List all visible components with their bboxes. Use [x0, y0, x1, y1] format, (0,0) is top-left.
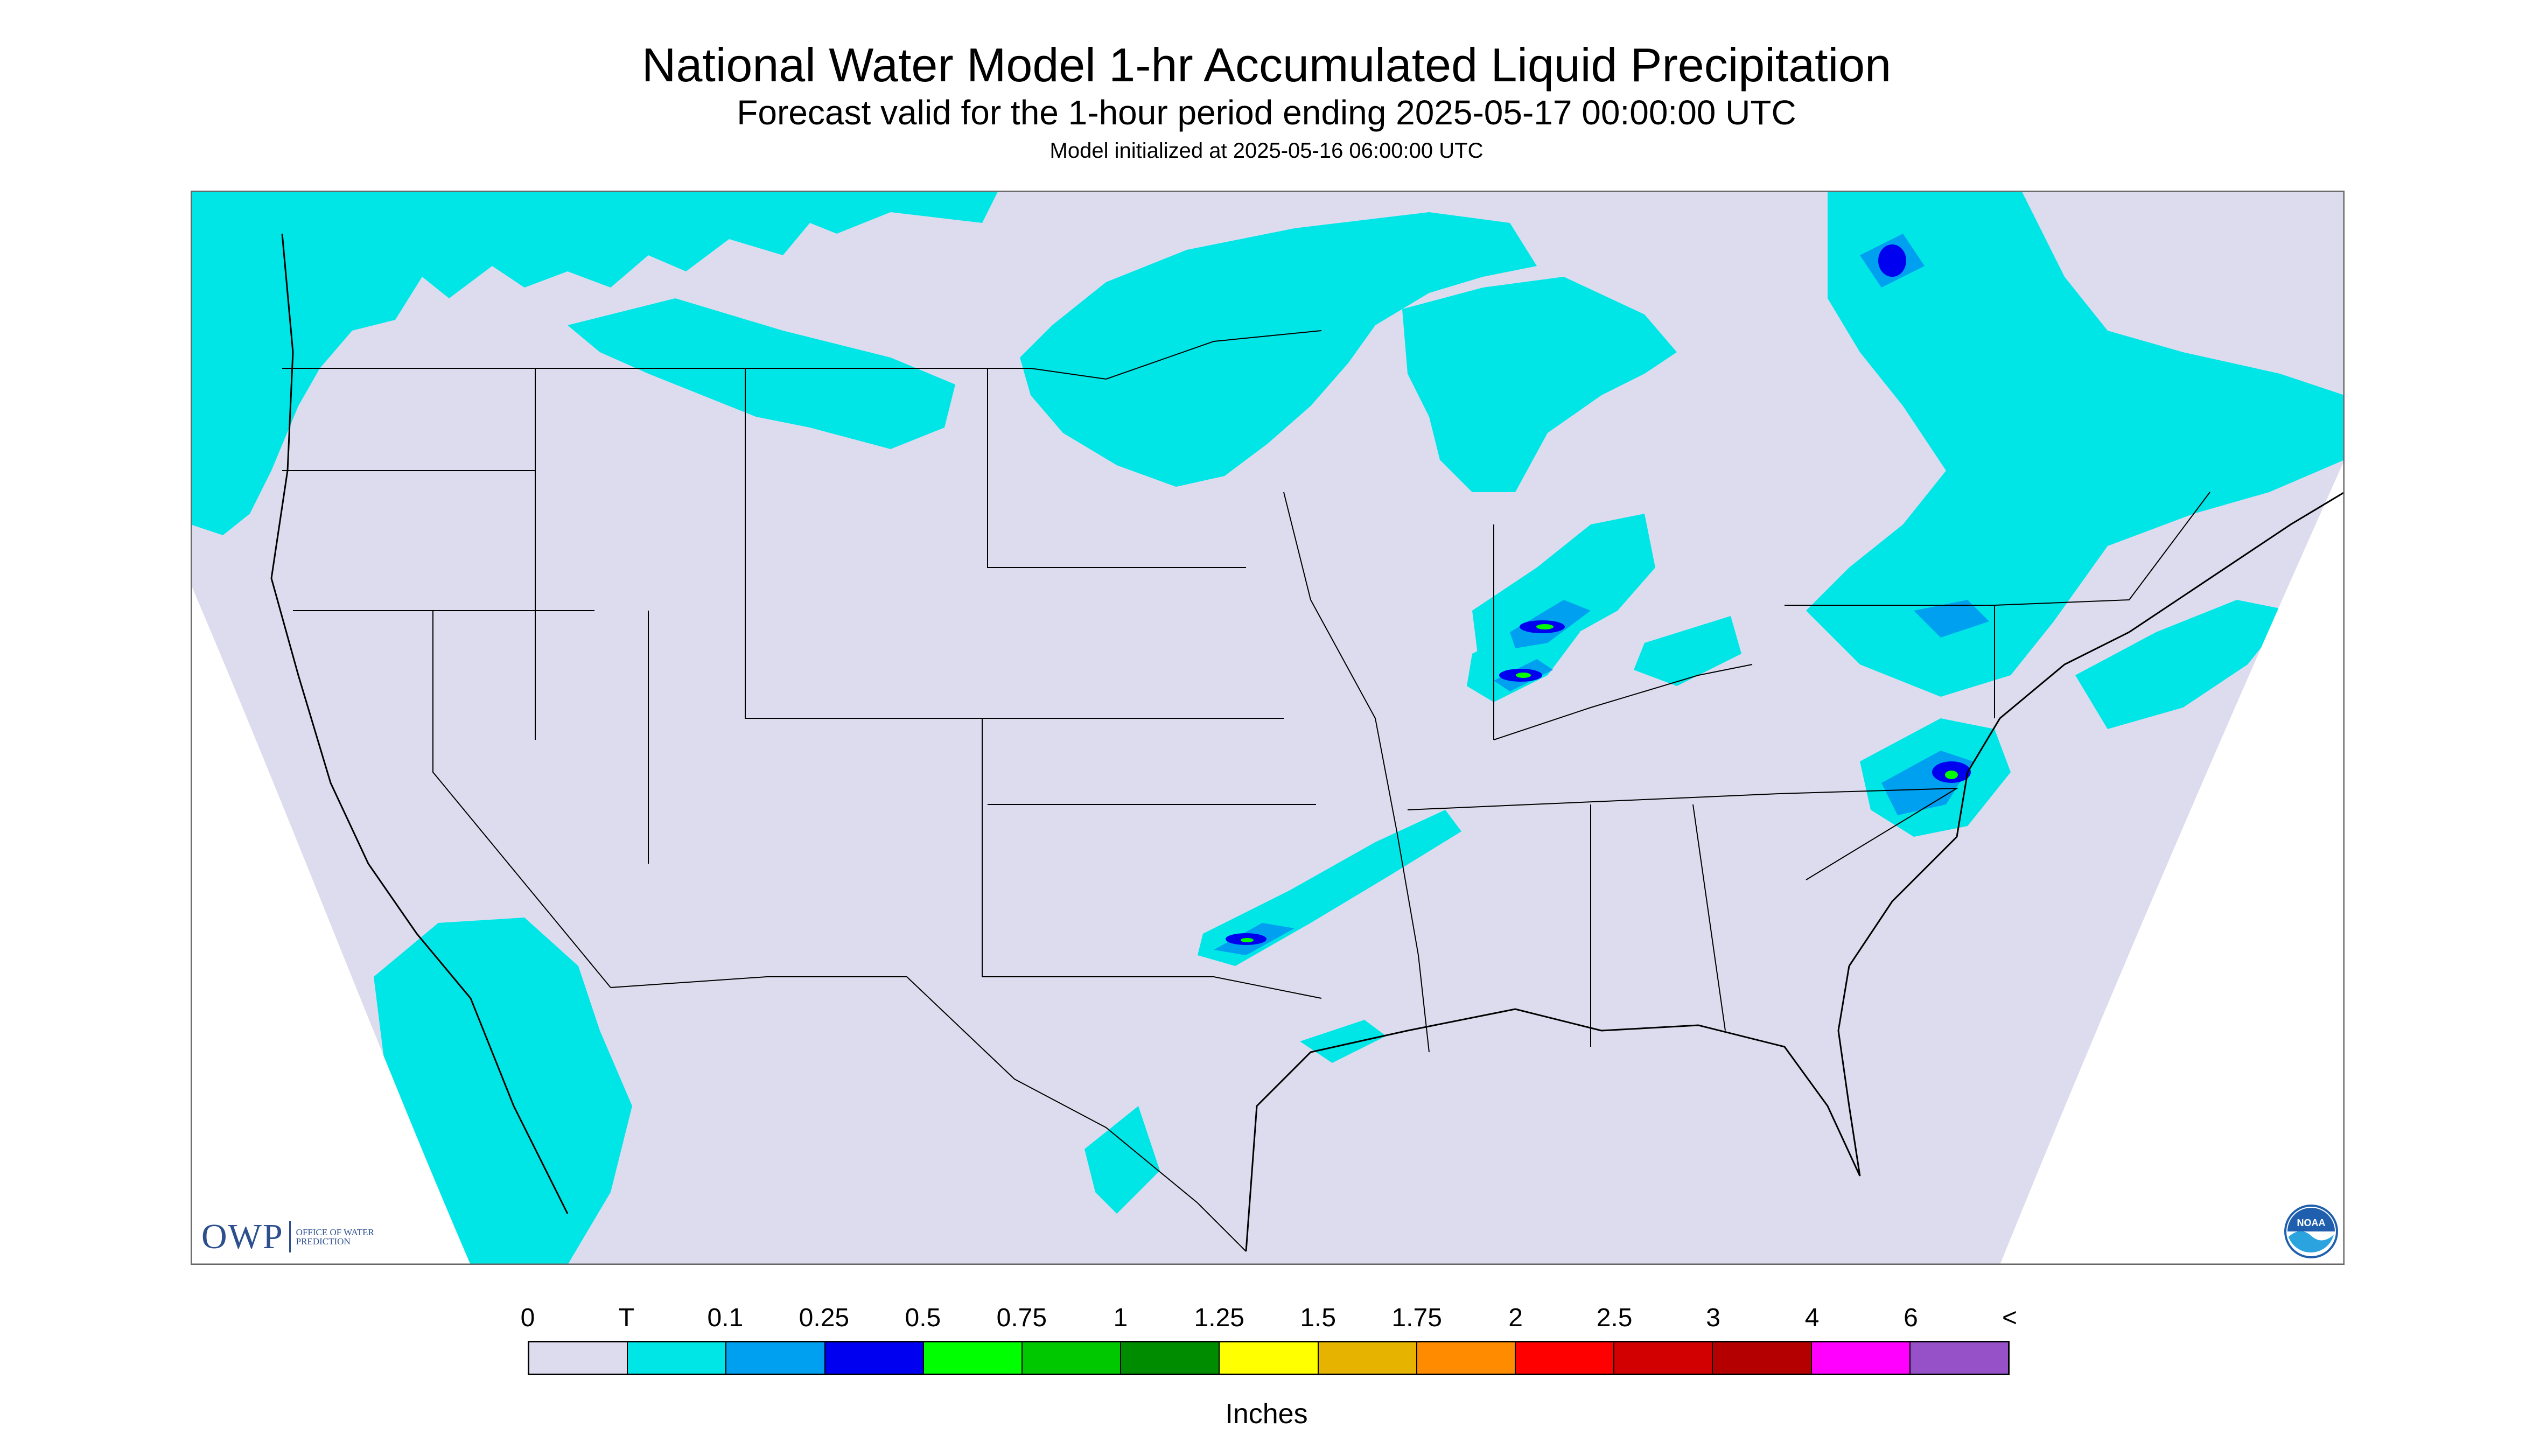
- precip-core-quebec: [1878, 244, 1906, 277]
- legend-tick-3: 0.25: [799, 1304, 850, 1332]
- border-carolinas: [1779, 787, 1959, 880]
- noaa-logo-icon: NOAA: [2284, 1205, 2338, 1258]
- precipitation-map: [191, 191, 2345, 1265]
- border-us-mexico: [610, 976, 1247, 1252]
- precip-area-baja: [374, 918, 632, 1265]
- precip-area-atlantic: [2075, 600, 2291, 729]
- precip-max-indiana: [1536, 624, 1554, 629]
- border-canada-us: [282, 330, 1322, 380]
- legend-tick-15: <: [2002, 1304, 2018, 1332]
- precip-area-gulf-coast: [1300, 1020, 1386, 1063]
- precip-cell-new-york: [1914, 600, 1989, 638]
- coastlines: [270, 233, 2345, 1252]
- state-boundaries: [282, 330, 2210, 1252]
- legend-color-cell-12: [1713, 1342, 1812, 1374]
- precip-trace-layer: [191, 191, 2345, 1265]
- legend-tick-13: 4: [1804, 1304, 1820, 1332]
- coastline-gulf: [1245, 965, 1861, 1252]
- legend-tick-7: 1.25: [1194, 1304, 1244, 1332]
- legend-color-cell-4: [923, 1342, 1023, 1374]
- legend-color-cell-7: [1220, 1342, 1319, 1374]
- legend-color-cell-0: [529, 1342, 628, 1374]
- outside-domain-left: [191, 584, 471, 1265]
- precip-0-5-layer: [1241, 624, 1958, 942]
- border-mississippi-river: [1283, 492, 1430, 1053]
- owp-logo-letters: OWP: [201, 1217, 284, 1256]
- precip-area-kentucky-tennessee: [1467, 621, 1580, 702]
- legend-tick-12: 3: [1706, 1304, 1720, 1332]
- legend-color-cell-1: [628, 1342, 727, 1374]
- legend-color-cell-3: [825, 1342, 924, 1374]
- legend-color-cell-13: [1811, 1342, 1911, 1374]
- border-ohio-river: [1493, 664, 1753, 740]
- legend-tick-4: 0.5: [905, 1304, 941, 1332]
- owp-logo-divider: [289, 1221, 291, 1252]
- legend-tick-5: 0.75: [996, 1304, 1047, 1332]
- border-deep-south: [1590, 804, 1726, 1047]
- legend-tick-6: 1: [1113, 1304, 1128, 1332]
- precip-area-great-lakes: [1402, 277, 1677, 492]
- precip-max-arkansas: [1241, 938, 1254, 942]
- precip-0-25-layer: [1226, 244, 1971, 945]
- precip-area-ohio-valley: [1472, 514, 1655, 664]
- border-new-england: [1994, 492, 2210, 606]
- map-frame: [191, 191, 2345, 1265]
- legend-tick-2: 0.1: [707, 1304, 744, 1332]
- precip-area-idaho-montana: [568, 298, 955, 449]
- owp-logo: OWP Office of Water Prediction: [201, 1216, 377, 1257]
- legend-color-bar: [528, 1341, 2010, 1375]
- legend-color-cell-2: [726, 1342, 825, 1374]
- border-dakotas: [987, 368, 1246, 568]
- precip-area-mexico: [1084, 1106, 1160, 1214]
- legend-tick-9: 1.75: [1391, 1304, 1442, 1332]
- precip-area-pacific-northwest: [191, 191, 998, 535]
- border-texas-north: [982, 976, 1322, 999]
- coastline-atlantic: [1848, 491, 2345, 967]
- legend-tick-0: 0: [520, 1304, 535, 1332]
- precip-area-northeast: [1806, 191, 2345, 697]
- precip-max-delmarva: [1945, 771, 1958, 779]
- border-tennessee: [1407, 793, 1780, 810]
- legend-tick-labels: 0 T 0.1 0.25 0.5 0.75 1 1.25 1.5 1.75 2 2.5 3 4 6 <: [521, 1303, 2017, 1341]
- color-legend: 0 T 0.1 0.25 0.5 0.75 1 1.25 1.5 1.75 2 2.5 3 4 6 <: [521, 1303, 2017, 1375]
- legend-color-cell-5: [1023, 1342, 1122, 1374]
- model-init-text: Model initialized at 2025-05-16 06:00:00…: [1049, 139, 1484, 163]
- legend-tick-10: 2: [1508, 1304, 1523, 1332]
- legend-tick-14: 6: [1904, 1304, 1918, 1332]
- map-title: National Water Model 1-hr Accumulated Li…: [641, 38, 1892, 92]
- owp-logo-name: Office of Water Prediction: [296, 1227, 374, 1247]
- precip-area-upper-midwest: [1020, 212, 1537, 487]
- map-subtitle: Forecast valid for the 1-hour period end…: [737, 93, 1796, 132]
- precip-area-west-virginia: [1634, 616, 1741, 686]
- legend-color-cell-10: [1516, 1342, 1615, 1374]
- outside-domain-right: [2000, 460, 2345, 1265]
- precip-max-kentucky: [1516, 673, 1531, 678]
- legend-color-cell-8: [1318, 1342, 1417, 1374]
- border-california-nevada: [432, 611, 611, 988]
- legend-units-label: Inches: [1225, 1398, 1308, 1430]
- noaa-logo-text: NOAA: [2297, 1217, 2326, 1228]
- legend-tick-11: 2.5: [1596, 1304, 1633, 1332]
- legend-color-cell-9: [1417, 1342, 1516, 1374]
- legend-color-cell-6: [1121, 1342, 1220, 1374]
- map-panel: OWP Office of Water Prediction NOAA: [191, 191, 2345, 1265]
- legend-tick-1: T: [618, 1304, 635, 1332]
- legend-color-cell-14: [1910, 1342, 2009, 1374]
- legend-color-cell-11: [1614, 1342, 1713, 1374]
- legend-tick-8: 1.5: [1300, 1304, 1337, 1332]
- coastline-pacific: [270, 233, 569, 1214]
